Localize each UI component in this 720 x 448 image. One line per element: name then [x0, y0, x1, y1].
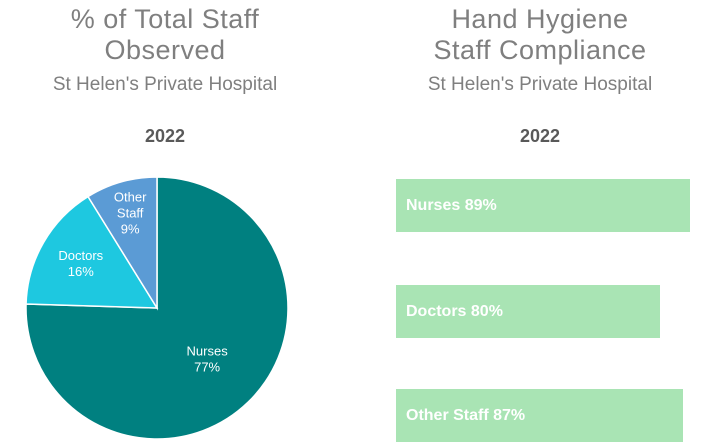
bar-title: Hand Hygiene Staff Compliance	[360, 4, 720, 66]
bar-subtitle: St Helen's Private Hospital	[427, 74, 653, 95]
bar-year: 2022	[519, 126, 561, 146]
bar-other-staff: Other Staff 87%	[396, 389, 684, 442]
compliance-panel: Hand Hygiene Staff Compliance St Helen's…	[360, 0, 720, 448]
pie-title-line-2: Observed	[104, 35, 226, 65]
bar-nurses: Nurses 89%	[396, 179, 690, 232]
bar-title-line-2: Staff Compliance	[433, 35, 647, 65]
pie-title: % of Total Staff Observed	[0, 4, 330, 66]
bar-label-doctors: Doctors 80%	[406, 303, 503, 320]
pie-label-doctors: Doctors 16%	[58, 248, 103, 279]
pie-year: 2022	[144, 126, 186, 146]
bar-label-other-staff: Other Staff 87%	[406, 407, 526, 424]
pie-chart: Nurses 77% Doctors 16% Other Staff 9%	[25, 176, 289, 440]
bar-doctors: Doctors 80%	[396, 285, 660, 338]
bar-label-nurses: Nurses 89%	[406, 197, 497, 214]
bar-title-line-1: Hand Hygiene	[451, 4, 629, 34]
pie-label-nurses: Nurses 77%	[187, 344, 229, 375]
staff-observed-panel: % of Total Staff Observed St Helen's Pri…	[0, 0, 330, 448]
pie-title-line-1: % of Total Staff	[70, 4, 260, 34]
pie-subtitle: St Helen's Private Hospital	[52, 74, 278, 95]
pie-slice-other-staff	[87, 176, 158, 311]
pie-label-other-staff: Other Staff 9%	[114, 190, 147, 237]
pie-slice-doctors	[25, 195, 159, 309]
